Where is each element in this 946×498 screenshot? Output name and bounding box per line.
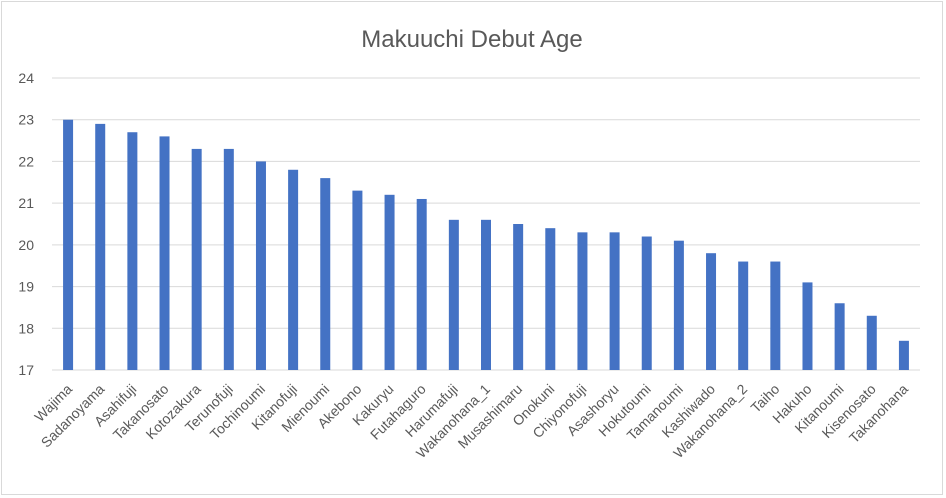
bar	[641, 236, 652, 370]
bar	[577, 232, 588, 370]
bar	[95, 123, 106, 370]
y-tick-label: 22	[18, 153, 34, 169]
bar	[159, 136, 170, 370]
y-axis-ticks: 17 18 19 20 21 22 23 24	[18, 70, 34, 378]
x-axis-labels: WajimaSadanoyamaAsahifujiTakanosatoKotoz…	[31, 381, 911, 461]
bar	[288, 169, 299, 370]
bar	[706, 253, 717, 370]
bar	[223, 148, 234, 370]
y-tick-label: 17	[18, 362, 34, 378]
bar	[191, 148, 202, 370]
bar	[673, 240, 684, 370]
bar	[770, 261, 781, 370]
y-tick-label: 18	[18, 320, 34, 336]
y-tick-label: 23	[18, 112, 34, 128]
bar	[448, 219, 459, 370]
bar	[866, 315, 877, 370]
y-tick-label: 20	[18, 237, 34, 253]
bar	[384, 194, 395, 370]
bar	[255, 161, 266, 370]
y-tick-label: 19	[18, 279, 34, 295]
bar	[127, 132, 138, 370]
chart-title: Makuuchi Debut Age	[361, 26, 582, 53]
bar	[834, 303, 845, 370]
bar	[63, 119, 74, 370]
bar	[738, 261, 749, 370]
y-tick-label: 21	[18, 195, 34, 211]
bar	[320, 178, 331, 370]
bar	[545, 228, 556, 370]
bar	[513, 224, 524, 370]
bar	[416, 198, 427, 370]
bars	[63, 119, 909, 370]
bar	[352, 190, 363, 370]
bar	[802, 282, 813, 370]
y-tick-label: 24	[18, 70, 34, 86]
bar	[898, 340, 909, 370]
bar	[481, 219, 491, 370]
bar	[609, 232, 620, 370]
